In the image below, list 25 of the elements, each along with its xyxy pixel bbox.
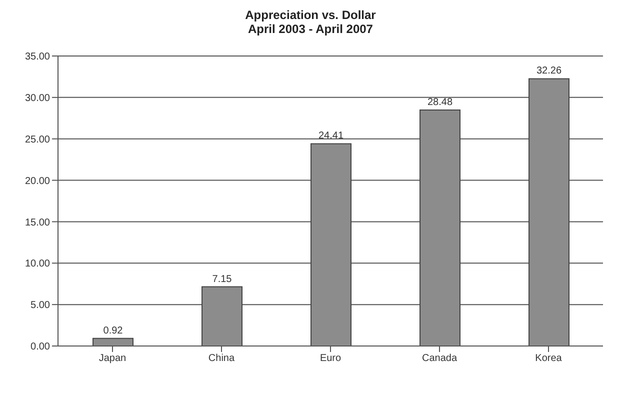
y-tick-label: 5.00 bbox=[30, 300, 50, 312]
y-tick-label: 25.00 bbox=[24, 134, 50, 146]
y-tick-label: 0.00 bbox=[30, 342, 50, 353]
chart-subtitle: April 2003 - April 2007 bbox=[247, 22, 374, 36]
data-label: 0.92 bbox=[103, 325, 124, 336]
y-tick-label: 20.00 bbox=[24, 176, 50, 187]
data-label: 7.15 bbox=[212, 274, 232, 285]
y-tick-label: 30.00 bbox=[24, 92, 50, 104]
bar bbox=[420, 110, 460, 346]
x-tick-label: Japan bbox=[98, 353, 126, 364]
bar bbox=[202, 286, 242, 346]
y-tick-label: 10.00 bbox=[24, 258, 50, 270]
x-tick-label: China bbox=[208, 353, 235, 364]
bar bbox=[310, 143, 352, 346]
y-tick-label: 35.00 bbox=[24, 52, 50, 63]
x-tick-label: Korea bbox=[535, 353, 562, 364]
data-label: 24.41 bbox=[318, 130, 344, 142]
bar bbox=[528, 78, 570, 346]
chart-title: Appreciation vs. Dollar bbox=[244, 8, 377, 22]
data-label: 32.26 bbox=[536, 66, 562, 77]
y-tick-label: 15.00 bbox=[24, 217, 50, 228]
x-tick-label: Euro bbox=[320, 353, 342, 364]
bar bbox=[92, 338, 134, 346]
x-tick-label: Canada bbox=[422, 353, 458, 364]
data-label: 28.48 bbox=[427, 97, 453, 108]
